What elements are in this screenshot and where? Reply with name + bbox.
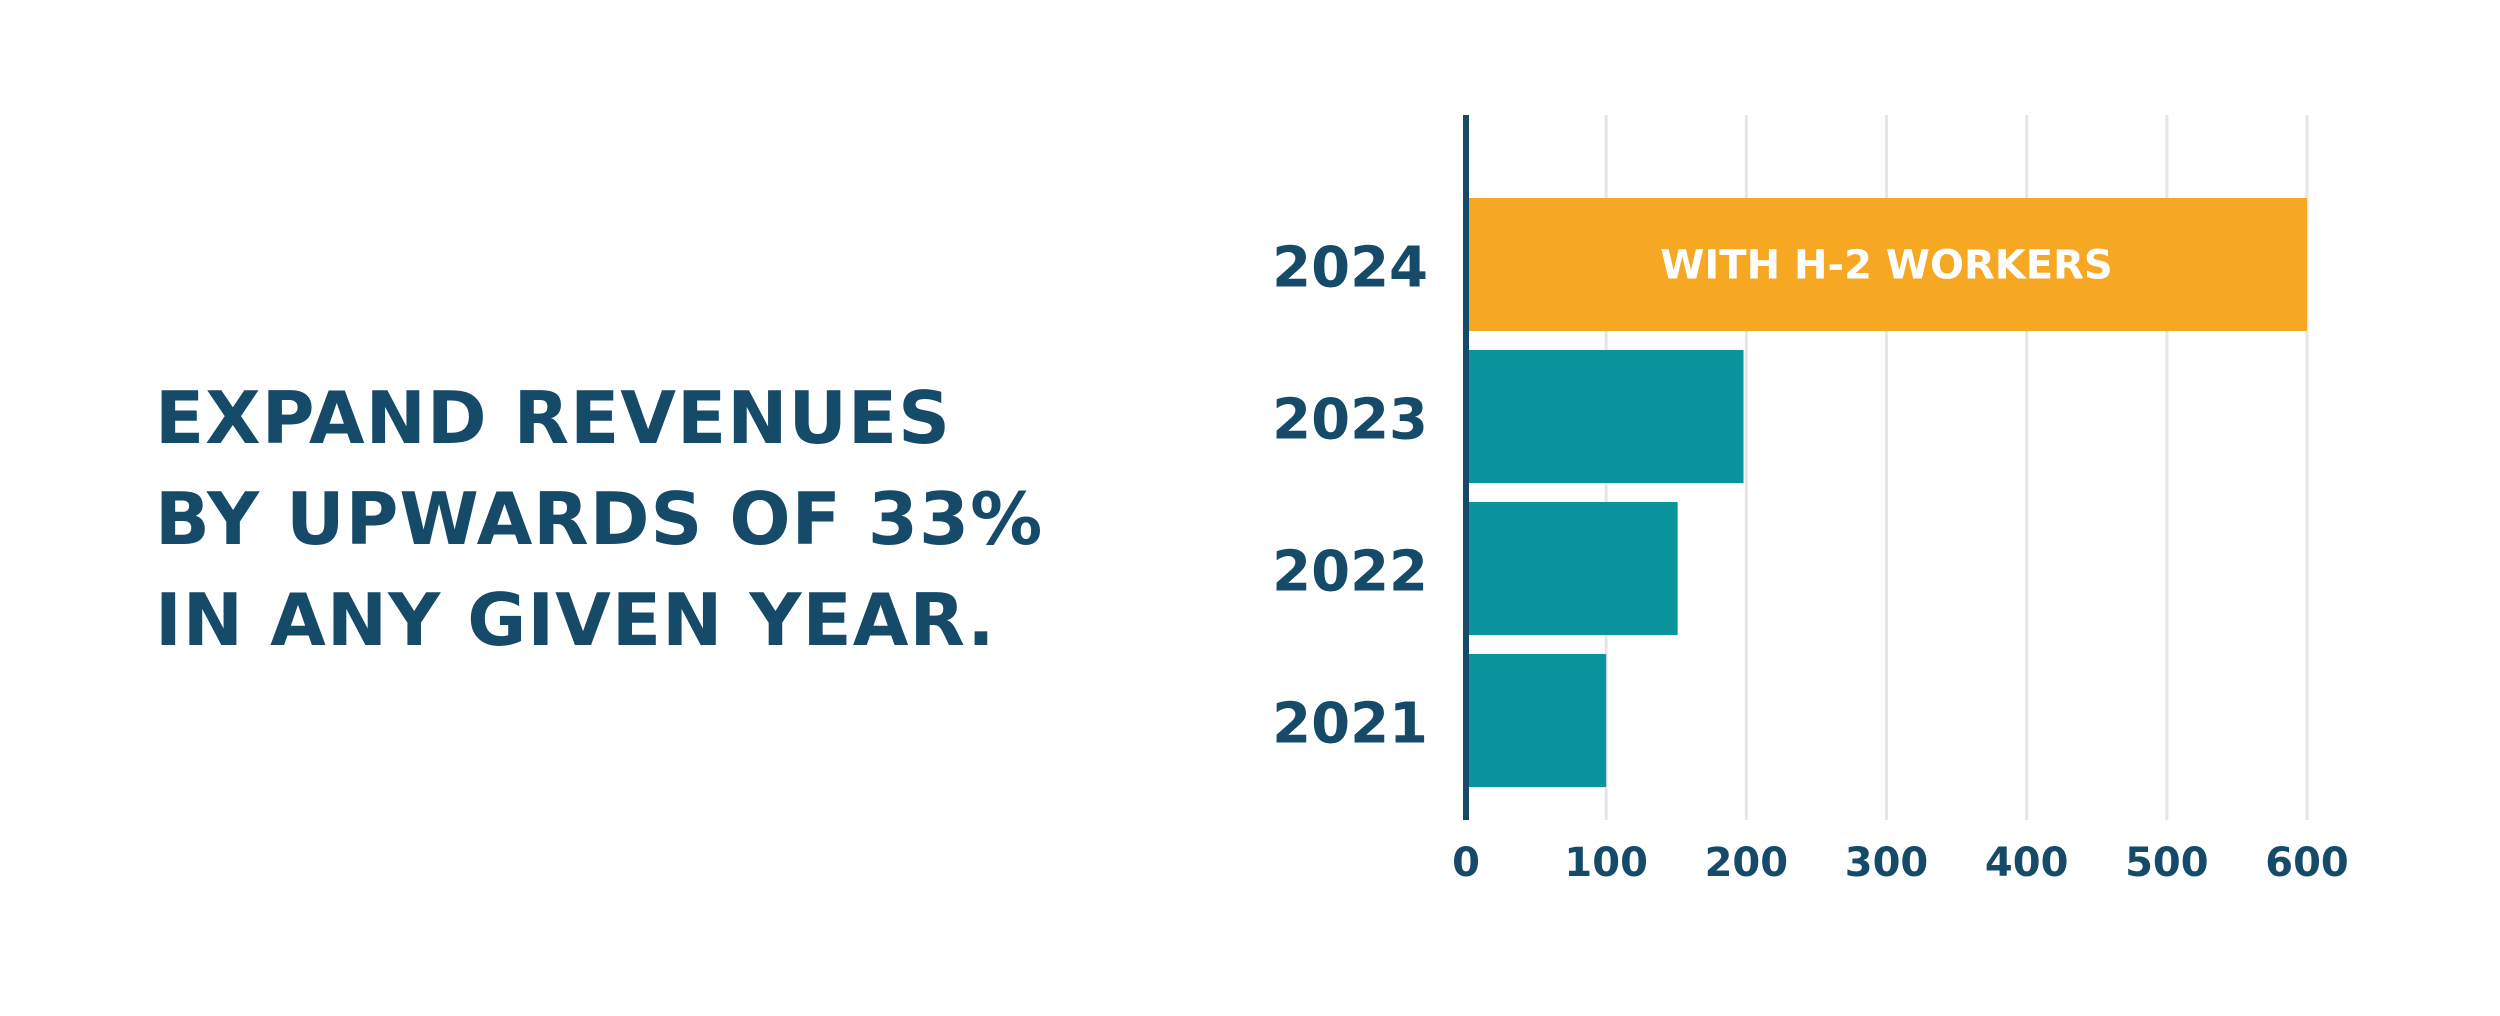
x-tick-label-500: 500 [2125, 840, 2209, 886]
bar-2023 [1466, 350, 1744, 483]
bar-2021 [1466, 654, 1607, 787]
x-tick-label-200: 200 [1705, 840, 1789, 886]
x-tick-label-400: 400 [1985, 840, 2069, 886]
bar-2022 [1466, 502, 1678, 635]
x-tick-label-0: 0 [1452, 840, 1480, 886]
bar-label-2024: WITH H-2 WORKERS [1660, 243, 2112, 289]
category-label-2022: 2022 [1272, 540, 1428, 605]
category-label-2024: 2024 [1272, 236, 1428, 301]
x-tick-label-300: 300 [1845, 840, 1929, 886]
headline: EXPAND REVENUES BY UPWARDS OF 33% IN ANY… [155, 368, 1043, 671]
bar-2024 [1466, 198, 2307, 331]
headline-line-3: IN ANY GIVEN YEAR. [155, 578, 996, 662]
category-label-2023: 2023 [1272, 388, 1428, 453]
headline-line-1: EXPAND REVENUES [155, 376, 951, 460]
x-tick-label-600: 600 [2265, 840, 2349, 886]
x-tick-label-100: 100 [1564, 840, 1648, 886]
headline-line-2: BY UPWARDS OF 33% [155, 477, 1044, 561]
category-label-2021: 2021 [1272, 692, 1428, 757]
